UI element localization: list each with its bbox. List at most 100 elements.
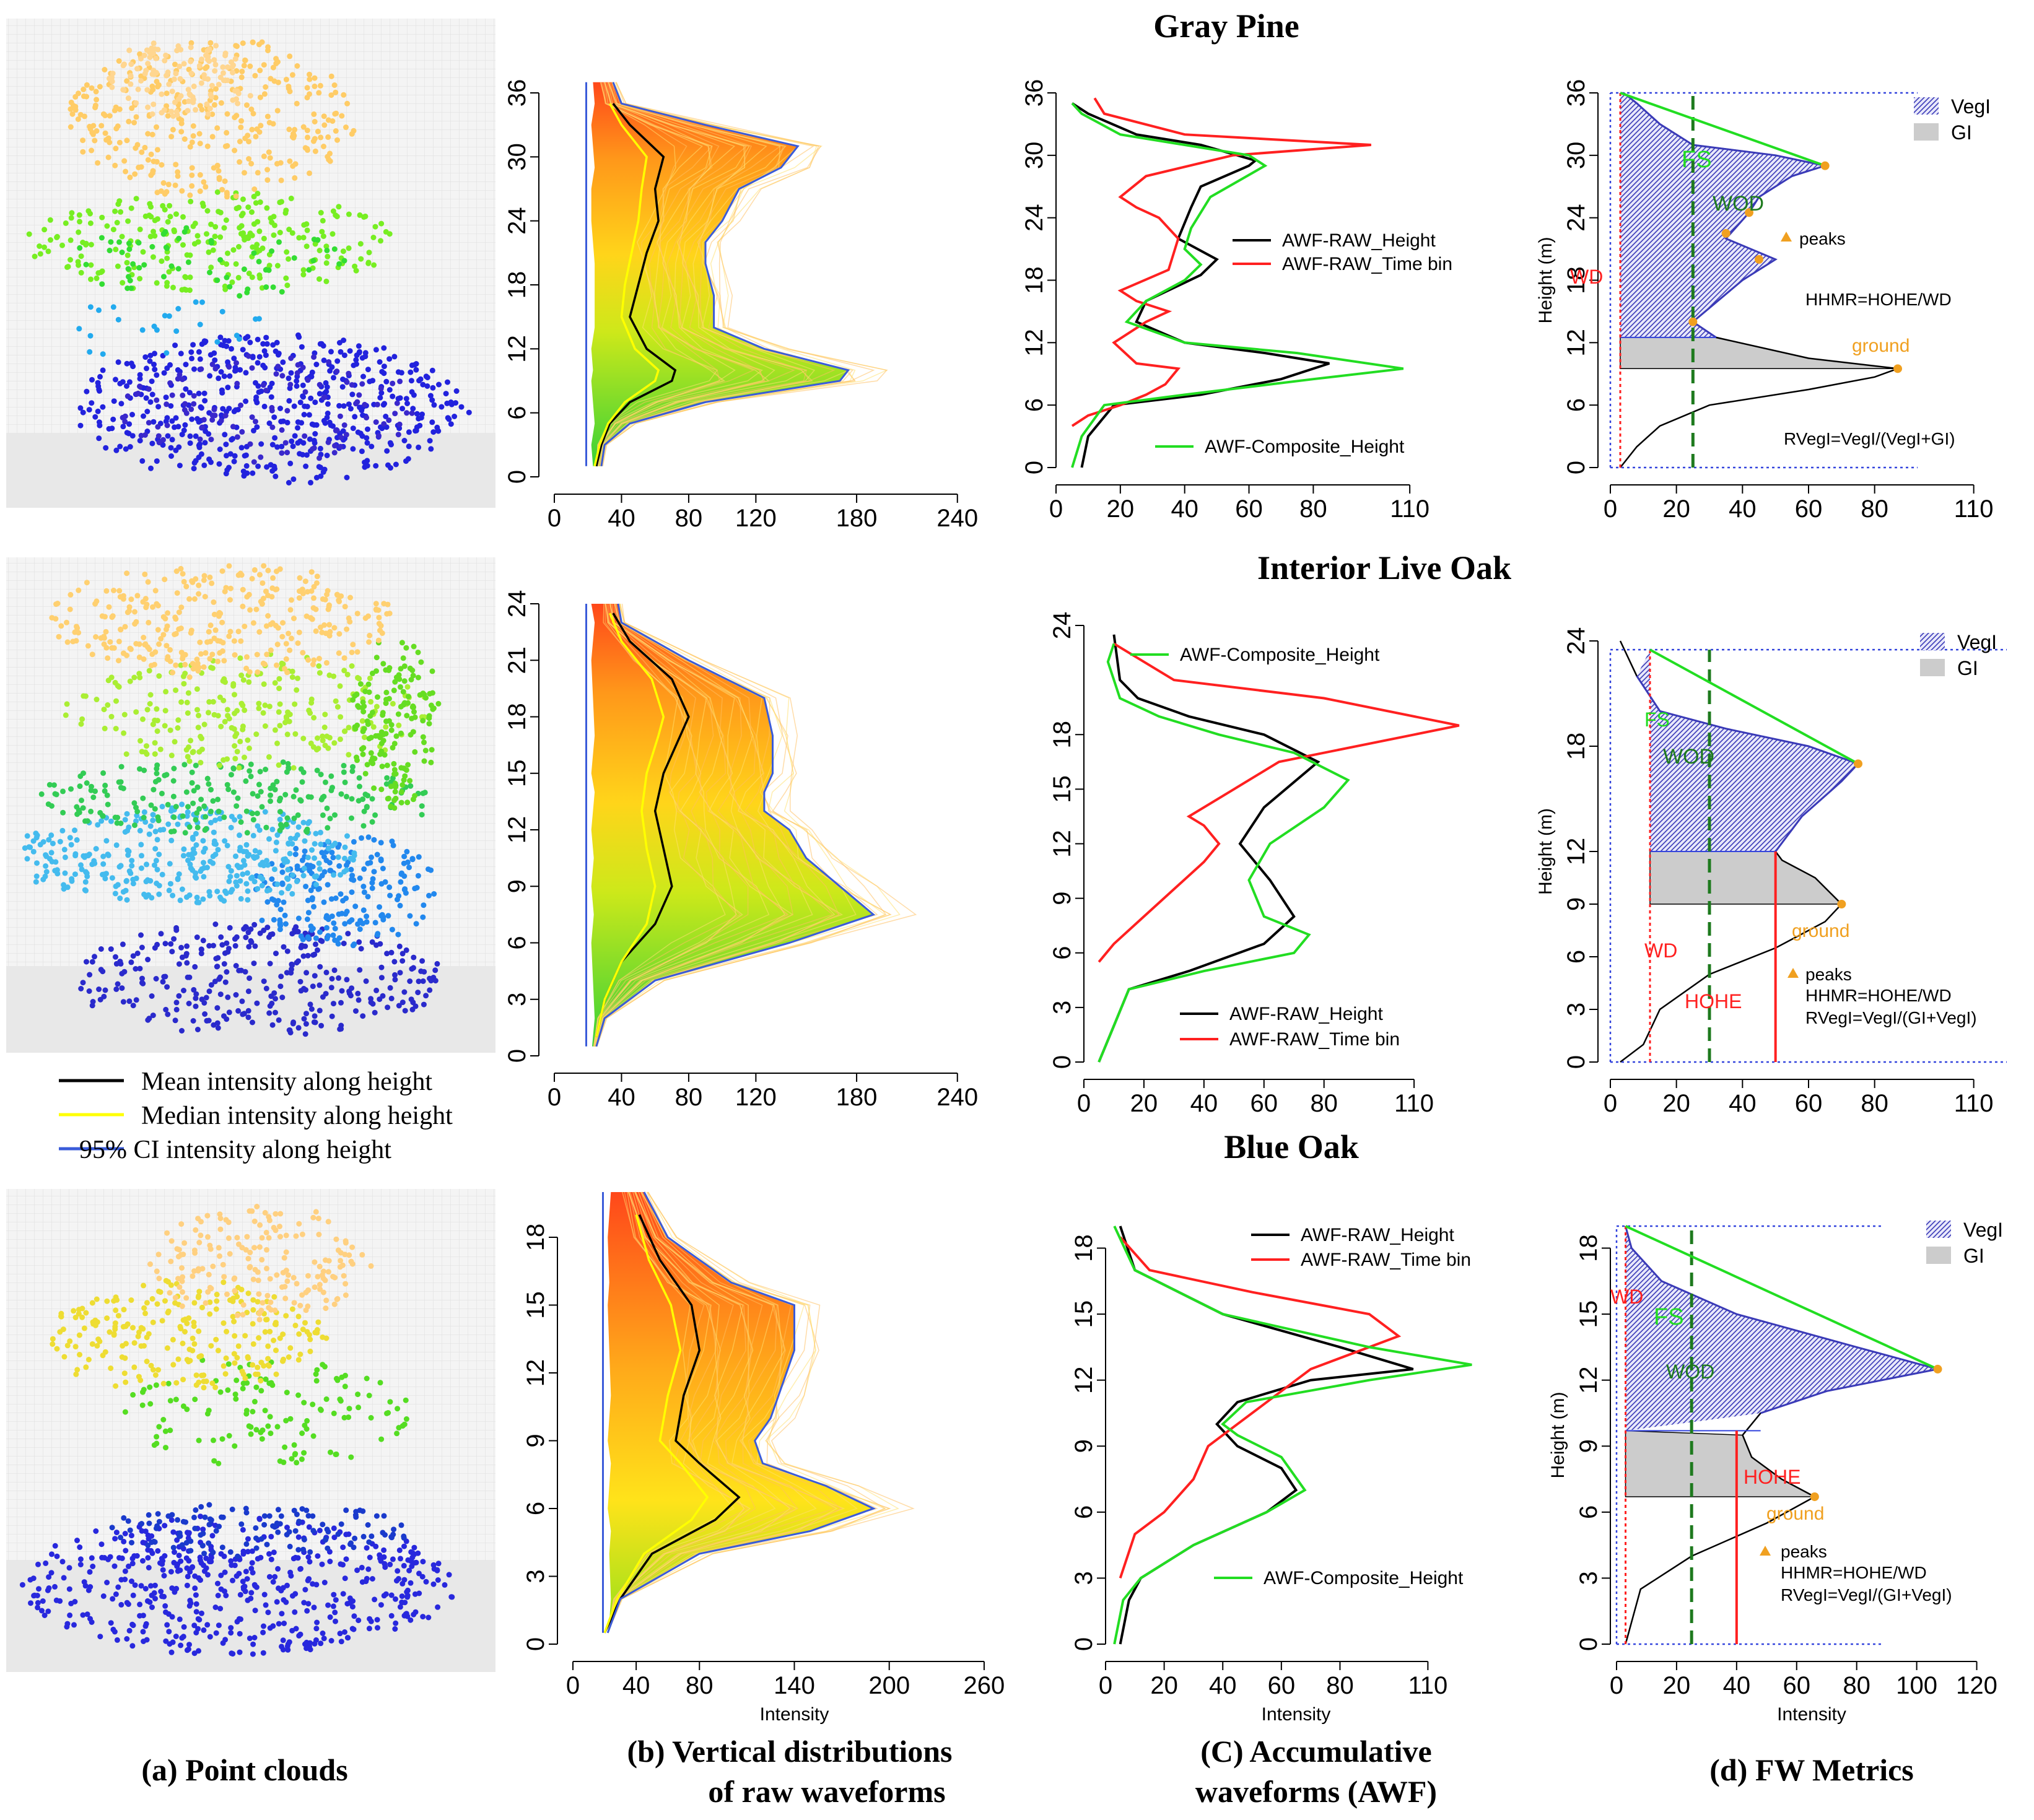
cloud-point xyxy=(364,1575,370,1582)
cloud-point xyxy=(202,398,208,404)
cloud-point xyxy=(197,172,203,178)
cloud-point xyxy=(229,1506,235,1512)
cloud-point xyxy=(268,993,274,999)
cloud-point xyxy=(144,877,151,883)
cloud-point xyxy=(264,1265,269,1271)
raw-waveform-trace xyxy=(607,1191,793,1633)
legend-gi-swatch xyxy=(1914,123,1939,141)
cloud-point xyxy=(183,951,190,957)
cloud-point xyxy=(287,460,294,466)
cloud-point xyxy=(245,1355,251,1361)
cloud-point xyxy=(427,987,433,993)
cloud-point xyxy=(191,986,197,993)
cloud-point xyxy=(132,822,137,829)
cloud-point xyxy=(149,1604,155,1610)
cloud-point xyxy=(369,1576,375,1582)
cloud-point xyxy=(279,634,286,640)
cloud-point xyxy=(186,674,193,680)
cloud-point xyxy=(234,206,240,212)
cloud-point xyxy=(101,635,107,641)
cloud-point xyxy=(60,809,66,816)
cloud-point xyxy=(176,961,182,967)
cloud-point xyxy=(186,1531,192,1537)
cloud-point xyxy=(356,775,362,781)
cloud-point xyxy=(175,717,181,723)
cloud-point xyxy=(396,722,402,728)
cloud-point xyxy=(295,1313,302,1320)
cloud-point xyxy=(329,913,335,920)
cloud-point xyxy=(330,118,336,124)
cloud-point xyxy=(217,816,223,822)
cloud-point xyxy=(271,232,277,238)
cloud-point xyxy=(285,709,291,715)
cloud-point xyxy=(247,768,253,774)
cloud-point xyxy=(89,1341,95,1347)
cloud-point xyxy=(219,568,225,574)
cloud-point xyxy=(133,114,139,120)
cloud-point xyxy=(409,1006,416,1012)
cloud-point xyxy=(453,388,460,394)
cloud-point xyxy=(144,1335,150,1341)
cloud-point xyxy=(193,1003,199,1009)
cloud-point xyxy=(248,938,254,944)
x-tick-label: 60 xyxy=(1235,495,1263,523)
cloud-point xyxy=(305,934,311,940)
cloud-point xyxy=(79,798,84,803)
cloud-point xyxy=(429,668,435,674)
cloud-point xyxy=(296,334,302,340)
cloud-point xyxy=(254,811,260,816)
cloud-point xyxy=(375,1625,380,1631)
cloud-point xyxy=(323,260,330,266)
series-median-intensity-along-height xyxy=(603,1214,709,1634)
cloud-point xyxy=(162,708,168,714)
cloud-point xyxy=(140,1629,146,1635)
cloud-point xyxy=(207,269,212,276)
cloud-point xyxy=(62,854,68,860)
cloud-point xyxy=(150,812,156,818)
cloud-point xyxy=(331,1525,337,1531)
y-tick-label: 24 xyxy=(1049,612,1076,640)
cloud-point xyxy=(224,1328,230,1335)
cloud-point xyxy=(209,580,215,586)
cloud-point xyxy=(235,795,241,801)
cloud-point xyxy=(126,118,132,124)
cloud-point xyxy=(411,1611,417,1618)
cloud-point xyxy=(303,452,310,458)
cloud-point xyxy=(75,116,81,122)
cloud-point xyxy=(403,396,409,402)
cloud-point xyxy=(253,1384,260,1390)
cloud-point xyxy=(219,942,225,948)
cloud-point xyxy=(165,181,172,188)
chart-c-interior-live-oak: 0 20 40 60 80 110036912151824AWF-Composite_He… xyxy=(1049,612,1460,1117)
cloud-point xyxy=(266,1235,272,1241)
cloud-point xyxy=(265,1356,271,1362)
cloud-point xyxy=(420,718,426,724)
cloud-point xyxy=(252,943,258,949)
cloud-point xyxy=(378,840,384,846)
cloud-point xyxy=(43,1560,49,1566)
cloud-point xyxy=(155,814,161,820)
cloud-point xyxy=(183,583,190,590)
cloud-point xyxy=(141,635,147,640)
cloud-point xyxy=(222,1569,228,1575)
cloud-point xyxy=(367,713,373,719)
cloud-point xyxy=(337,1264,343,1270)
cloud-point xyxy=(396,1575,401,1582)
caption-c-line2: waveforms (AWF) xyxy=(1195,1774,1437,1809)
cloud-point xyxy=(226,946,232,952)
cloud-point xyxy=(291,816,297,821)
cloud-point xyxy=(282,921,289,927)
cloud-point xyxy=(226,878,232,884)
cloud-point xyxy=(47,217,53,223)
cloud-point xyxy=(411,709,417,715)
cloud-point xyxy=(226,364,232,370)
cloud-point xyxy=(312,1284,318,1291)
cloud-point xyxy=(258,1429,264,1435)
cloud-point xyxy=(296,1221,302,1227)
cloud-point xyxy=(170,1529,177,1535)
cloud-point xyxy=(273,1211,279,1217)
cloud-point xyxy=(228,772,234,778)
cloud-point xyxy=(359,448,365,455)
cloud-point xyxy=(275,1565,281,1572)
cloud-point xyxy=(229,346,234,352)
